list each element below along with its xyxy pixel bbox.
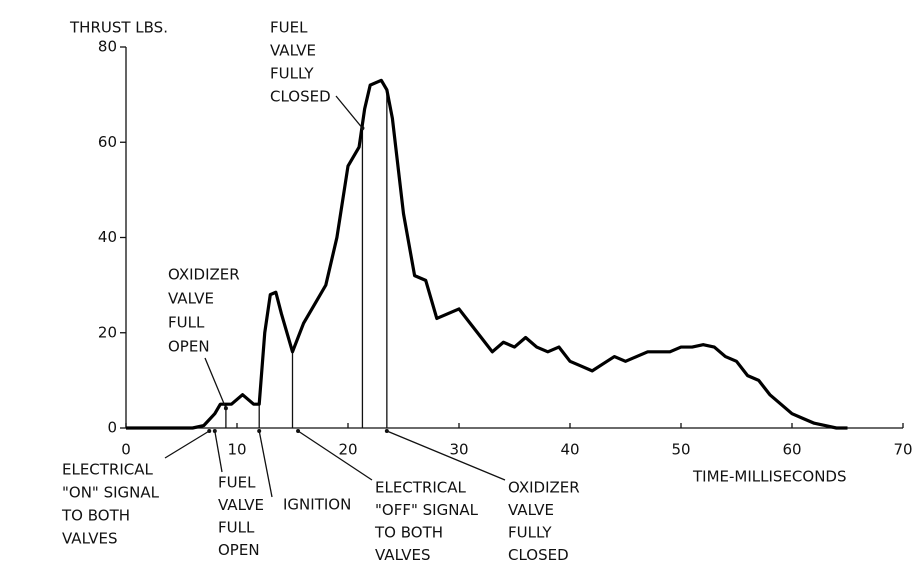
annotation-text: TO BOTH	[61, 507, 130, 525]
annotation-text: FULLY	[270, 65, 314, 83]
annotation-text: IGNITION	[283, 496, 351, 514]
annotation-text: VALVE	[218, 496, 264, 514]
annotation-text: "OFF" SIGNAL	[375, 501, 479, 519]
annotation-leader	[335, 95, 363, 129]
annotation-text: ELECTRICAL	[375, 479, 467, 497]
annotation-text: FULLY	[508, 524, 552, 542]
annotation-leader	[297, 430, 373, 481]
annotation-text: CLOSED	[508, 546, 569, 564]
annotation-text: VALVE	[168, 290, 214, 308]
annotation-leader	[214, 430, 223, 473]
x-tick-label: 10	[227, 441, 246, 459]
x-tick-label: 40	[560, 441, 579, 459]
annotation-text: FUEL	[270, 19, 308, 37]
annotation-text: OPEN	[168, 338, 210, 356]
y-tick-label: 80	[98, 38, 117, 56]
x-tick-label: 70	[893, 441, 912, 459]
annotation-text: OPEN	[218, 541, 260, 559]
annotation-leader	[204, 357, 227, 409]
annotation-arrowhead	[207, 429, 212, 433]
x-tick-label: 50	[671, 441, 690, 459]
annotation-text: OXIDIZER	[168, 266, 240, 284]
y-tick-label: 40	[98, 228, 117, 246]
annotation-text: "ON" SIGNAL	[62, 484, 160, 502]
x-axis-label: TIME-MILLISECONDS	[692, 468, 847, 486]
y-tick-label: 0	[107, 419, 117, 437]
x-tick-label: 30	[449, 441, 468, 459]
annotation-leader	[258, 430, 273, 498]
annotation-arrowhead	[384, 429, 389, 433]
annotation-arrowhead	[257, 429, 262, 433]
annotation-text: VALVE	[508, 501, 554, 519]
annotation-text: FULL	[168, 314, 205, 332]
x-tick-label: 60	[782, 441, 801, 459]
annotation-text: VALVES	[375, 546, 431, 564]
annotation-leader	[386, 430, 506, 481]
x-tick-label: 0	[121, 441, 131, 459]
annotation-arrowhead	[212, 429, 217, 433]
y-tick-label: 20	[98, 323, 117, 341]
annotation-text: VALVE	[270, 42, 316, 60]
y-tick-label: 60	[98, 133, 117, 151]
annotation-text: CLOSED	[270, 88, 331, 106]
y-axis-label: THRUST LBS.	[69, 19, 168, 37]
annotation-arrowhead	[360, 126, 365, 131]
annotation-arrowhead	[296, 429, 301, 433]
annotation-text: ELECTRICAL	[62, 461, 154, 479]
annotation-text: FUEL	[218, 474, 256, 492]
annotation-leader	[164, 430, 210, 459]
annotation-text: TO BOTH	[374, 524, 443, 542]
annotation-text: OXIDIZER	[508, 479, 580, 497]
annotation-arrowhead	[223, 406, 228, 411]
thrust-line	[126, 78, 848, 430]
annotation-text: VALVES	[62, 530, 118, 548]
annotation-text: FULL	[218, 519, 255, 537]
x-tick-label: 20	[338, 441, 357, 459]
